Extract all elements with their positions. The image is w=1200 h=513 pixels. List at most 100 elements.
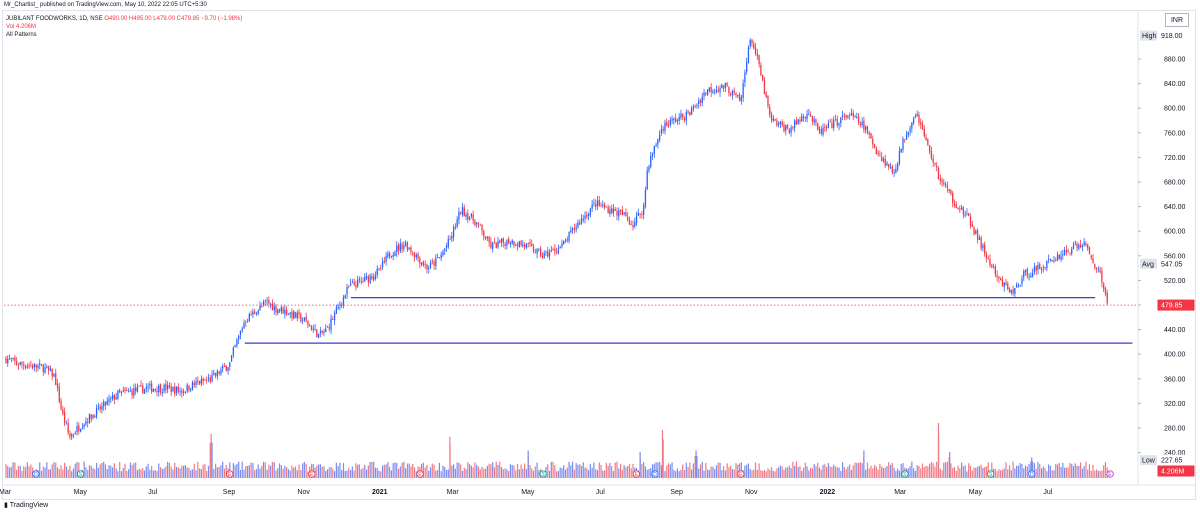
candle-body	[55, 373, 57, 386]
candle-body	[749, 40, 751, 47]
candle-body	[238, 335, 240, 340]
candle-body	[355, 285, 357, 288]
candle-body	[998, 276, 1000, 279]
candle-body	[918, 114, 920, 124]
candle-body	[1003, 282, 1005, 287]
axis-tag-box	[1157, 454, 1195, 466]
volume-bar	[174, 462, 176, 478]
candle-body	[371, 276, 373, 280]
candle-body	[301, 320, 304, 322]
volume-bar	[572, 461, 574, 478]
candle-body	[609, 209, 611, 214]
candle-body	[200, 378, 203, 384]
currency-button[interactable]: INR	[1165, 13, 1189, 27]
candle-body	[831, 123, 833, 129]
volume-bar	[10, 466, 12, 478]
volume-legend[interactable]: Vol 4.206M	[6, 24, 37, 30]
volume-bar	[509, 464, 512, 478]
patterns-legend[interactable]: All Patterns	[6, 32, 37, 38]
volume-bar	[822, 464, 824, 478]
volume-bar	[499, 461, 501, 478]
volume-bar	[1021, 463, 1023, 478]
candle-body	[285, 309, 288, 315]
candle-body	[444, 248, 446, 251]
event-marker-d: D	[1028, 470, 1036, 478]
volume-bar	[824, 464, 826, 478]
volume-bar	[1014, 468, 1016, 478]
volume-bar	[124, 463, 126, 478]
volume-bar	[660, 465, 663, 478]
volume-bar	[914, 470, 917, 478]
volume-bar	[53, 462, 55, 478]
candle-body	[328, 326, 330, 329]
volume-bar	[593, 462, 595, 478]
volume-bar	[778, 467, 780, 478]
volume-bar	[454, 468, 456, 478]
candle-body	[730, 93, 732, 95]
volume-bar	[691, 469, 693, 478]
event-marker-s: S	[76, 470, 85, 478]
candle-body	[158, 385, 160, 393]
volume-bar	[380, 471, 382, 478]
candle-body	[341, 304, 343, 306]
candle-body	[911, 122, 913, 129]
candle-body	[1079, 244, 1082, 248]
volume-bar	[985, 466, 988, 478]
candle-body	[689, 111, 691, 116]
symbol-label[interactable]: JUBILANT FOODWORKS, 1D, NSE	[6, 16, 103, 22]
candle-body	[836, 119, 838, 126]
volume-bar	[687, 467, 689, 478]
volume-bar	[911, 461, 913, 478]
volume-bar	[772, 470, 774, 478]
volume-bar	[19, 465, 21, 478]
candle-body	[46, 366, 48, 369]
volume-bar	[333, 471, 336, 478]
candle-body	[250, 314, 252, 316]
candle-body	[103, 401, 105, 407]
candle-body	[442, 251, 444, 256]
chart-frame[interactable]	[2, 10, 1196, 500]
candle-body	[813, 118, 815, 123]
volume-bar	[71, 471, 73, 478]
volume-bar	[1087, 469, 1089, 478]
candle-body	[783, 124, 785, 132]
candle-body	[818, 129, 821, 131]
volume-bar	[529, 465, 531, 478]
candle-body	[605, 206, 608, 208]
volume-bar	[616, 461, 618, 478]
candle-body	[991, 264, 993, 267]
candle-body	[326, 326, 329, 328]
candle-body	[300, 314, 302, 322]
candle-body	[584, 215, 586, 219]
volume-bar	[21, 470, 23, 478]
price-tick-label: 640.00	[1164, 204, 1186, 211]
volume-bar	[147, 463, 149, 478]
volume-bar	[715, 465, 718, 478]
event-marker-s: S	[987, 470, 995, 478]
volume-bar	[211, 442, 213, 478]
candle-body	[655, 144, 657, 147]
candle-body	[406, 242, 409, 251]
volume-bar	[1078, 465, 1080, 478]
volume-bar	[811, 468, 813, 478]
candle-body	[637, 212, 639, 216]
candle-body	[1081, 246, 1084, 248]
volume-bar	[689, 462, 691, 478]
volume-bar	[929, 463, 931, 478]
candle-body	[939, 178, 941, 181]
volume-bar	[998, 469, 1000, 478]
volume-bar	[119, 462, 121, 478]
candle-body	[472, 214, 474, 221]
volume-bar	[632, 463, 634, 478]
candle-body	[651, 153, 654, 156]
candle-body	[777, 123, 780, 125]
candle-body	[424, 264, 426, 266]
volume-bar	[925, 465, 927, 478]
volume-bar	[142, 468, 144, 478]
candle-body	[863, 120, 865, 131]
candle-body	[218, 371, 220, 374]
candle-body	[1010, 289, 1012, 293]
volume-bar	[579, 464, 581, 478]
candle-body	[142, 385, 144, 394]
